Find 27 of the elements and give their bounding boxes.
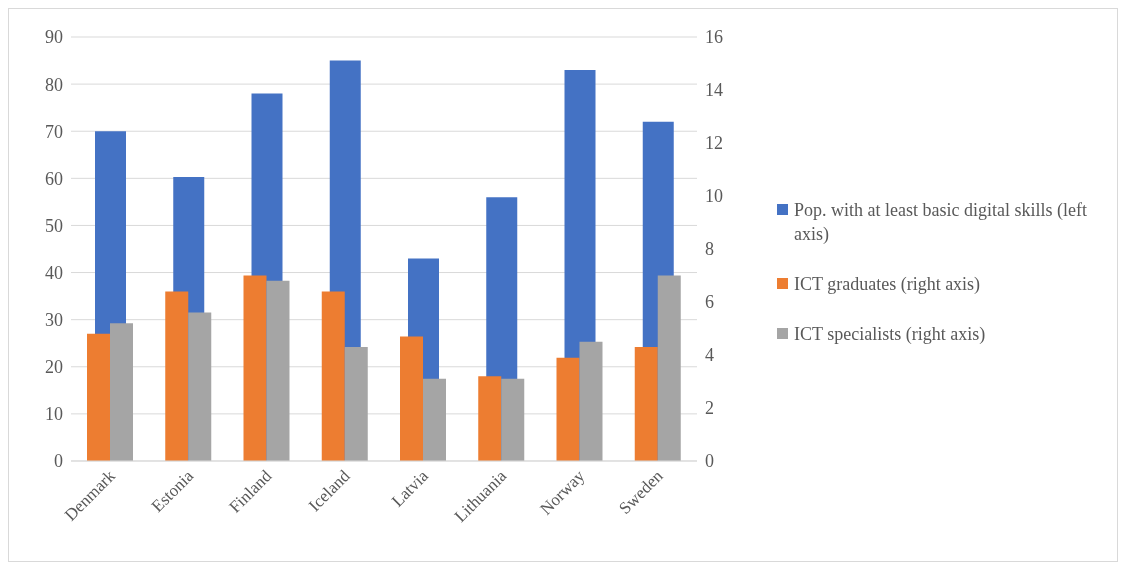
y2-tick-label: 16 [705,27,723,48]
y2-tick-label: 14 [705,80,723,101]
y-tick-label: 90 [45,27,63,48]
y2-tick-label: 6 [705,292,714,313]
bar [556,357,580,461]
y2-tick-label: 10 [705,186,723,207]
y-tick-label: 40 [45,262,63,283]
y2-tick-label: 12 [705,133,723,154]
legend-label: ICT graduates (right axis) [794,273,981,296]
y2-tick-label: 0 [705,451,714,472]
bar [501,378,525,461]
y2-tick-label: 8 [705,239,714,260]
y-tick-label: 50 [45,215,63,236]
y-tick-label: 0 [54,451,63,472]
y-tick-label: 70 [45,121,63,142]
bar [344,347,368,461]
y2-tick-label: 2 [705,398,714,419]
legend-label: ICT specialists (right axis) [794,323,986,346]
legend-label: Pop. with at least basic digital skills (left axis) [794,199,1088,246]
y-tick-label: 10 [45,404,63,425]
y-tick-label: 80 [45,74,63,95]
y-tick-label: 30 [45,310,63,331]
y-tick-label: 60 [45,168,63,189]
bar [579,341,603,461]
y2-tick-label: 4 [705,345,714,366]
y-tick-label: 20 [45,357,63,378]
bar [478,376,502,461]
